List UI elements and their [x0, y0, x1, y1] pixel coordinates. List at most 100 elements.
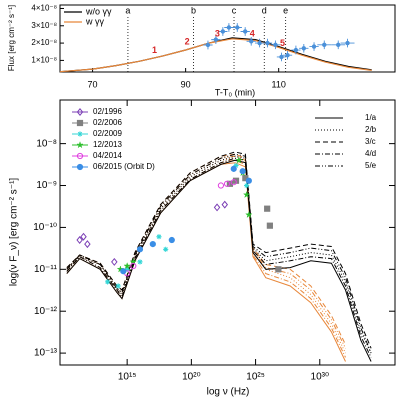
data-point — [111, 257, 118, 266]
data-point — [279, 54, 284, 60]
data-point — [285, 53, 290, 58]
model-line — [66, 159, 372, 362]
bottom-x-label: log ν (Hz) — [207, 387, 250, 398]
data-point — [136, 246, 144, 253]
data-point — [249, 39, 254, 44]
model-line-gg — [66, 159, 346, 358]
model-line — [66, 155, 372, 354]
data-point — [115, 283, 121, 289]
data-point — [163, 246, 169, 252]
data-point — [266, 222, 273, 229]
legend-label: 02/2006 — [93, 118, 122, 127]
x-tick-label: 10¹⁵ — [118, 372, 137, 383]
y-tick-label: 10⁻⁹ — [36, 180, 57, 191]
data-point — [322, 42, 327, 48]
data-point — [265, 40, 270, 46]
legend-label: w/o γγ — [85, 6, 112, 16]
legend-marker — [76, 108, 84, 116]
y-tick-label: 3×10⁻⁸ — [31, 21, 57, 30]
data-point — [76, 236, 83, 245]
model-line — [66, 153, 372, 354]
y-tick-label: 10⁻¹² — [34, 306, 58, 317]
data-point — [245, 177, 252, 184]
model-line-gg — [66, 155, 346, 349]
data-point — [257, 40, 262, 46]
y-tick-label: 10⁻¹³ — [34, 348, 58, 359]
data-point — [149, 240, 156, 248]
marker-label: d — [262, 5, 267, 15]
x-tick-label: 70 — [88, 79, 98, 89]
bottom-frame — [59, 99, 396, 366]
data-point — [137, 259, 143, 265]
legend-label: 04/2014 — [93, 151, 122, 160]
top-y-label: Flux [erg cm⁻² s⁻¹] — [7, 5, 16, 71]
data-point — [156, 234, 162, 240]
legend-marker — [76, 163, 84, 171]
data-point — [123, 261, 131, 270]
data-point — [230, 165, 237, 172]
data-point — [301, 46, 307, 51]
model-line-gg — [66, 153, 346, 345]
data-point — [273, 42, 278, 48]
data-point — [311, 44, 317, 49]
x-tick-label: 10²⁵ — [246, 372, 265, 383]
data-point — [220, 29, 226, 34]
model-line-gg — [66, 162, 346, 362]
data-point — [130, 262, 137, 270]
legend-label: 3/c — [365, 137, 376, 146]
data-point — [223, 180, 231, 187]
top-x-label: T-T₀ (min) — [215, 87, 255, 97]
legend-marker — [77, 131, 83, 137]
y-tick-label: 1×10⁻⁸ — [31, 56, 57, 65]
data-point — [84, 240, 91, 249]
y-tick-label: 10⁻¹¹ — [34, 264, 58, 275]
data-point — [104, 279, 111, 285]
legend-label: 02/2009 — [93, 129, 122, 138]
sample-label: 4 — [250, 29, 255, 39]
x-tick-label: 10²⁰ — [182, 372, 200, 383]
legend-marker — [76, 140, 84, 149]
data-point — [217, 182, 225, 189]
data-point — [242, 190, 251, 199]
data-point — [293, 47, 299, 53]
data-point — [80, 232, 87, 241]
sample-label: 1 — [152, 45, 157, 55]
data-point — [234, 156, 243, 164]
data-point — [168, 236, 175, 244]
data-point — [221, 200, 229, 209]
bottom-y-label: log(ν F_ν) [erg cm⁻² s⁻¹] — [9, 178, 20, 287]
data-point — [275, 266, 282, 273]
data-point — [264, 205, 271, 212]
legend-label: 02/1996 — [93, 107, 122, 116]
model-line-gg — [66, 157, 346, 354]
x-tick-label: 110 — [272, 79, 286, 89]
top-frame — [59, 4, 396, 73]
data-point — [244, 210, 253, 219]
data-point — [226, 25, 232, 30]
sample-label: 2 — [185, 36, 190, 46]
legend-label: 4/d — [365, 149, 376, 158]
marker-label: c — [232, 5, 237, 15]
data-point — [205, 42, 211, 48]
legend-label: w γγ — [85, 16, 105, 26]
data-point — [120, 268, 127, 275]
x-tick-label: 90 — [181, 79, 191, 89]
sample-label: 3 — [215, 28, 220, 38]
y-tick-label: 4×10⁻⁸ — [31, 4, 57, 13]
data-point — [243, 182, 250, 189]
model-line — [59, 38, 372, 73]
y-tick-label: 2×10⁻⁸ — [31, 38, 57, 47]
y-tick-label: 10⁻¹⁰ — [33, 222, 57, 233]
data-point — [213, 37, 219, 42]
legend-label: 12/2013 — [93, 140, 122, 149]
data-point — [230, 179, 237, 186]
marker-label: b — [191, 5, 196, 15]
y-tick-label: 10⁻⁸ — [36, 138, 57, 149]
legend-label: 1/a — [365, 113, 377, 122]
legend-label: 2/b — [365, 125, 377, 134]
x-tick-label: 10³⁰ — [311, 372, 329, 383]
data-point — [213, 203, 221, 212]
data-point — [235, 25, 240, 30]
